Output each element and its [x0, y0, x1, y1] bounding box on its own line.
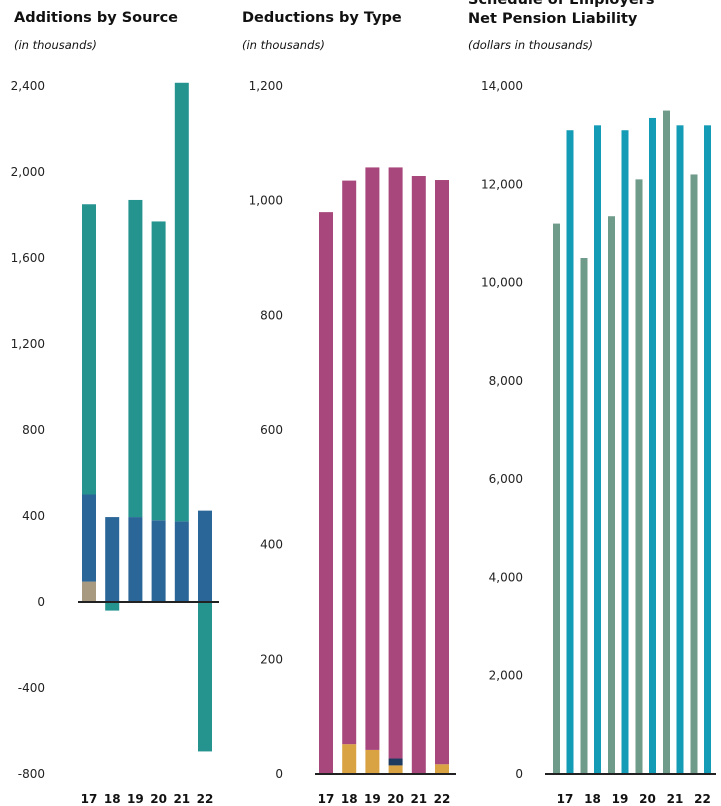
bar — [676, 125, 684, 775]
bar-segment — [82, 581, 96, 602]
y-tick-label: 0 — [515, 767, 523, 781]
y-tick-label: 10,000 — [481, 276, 523, 290]
y-tick-label: 600 — [260, 423, 283, 437]
chart-title-line: Net Pension Liability — [468, 11, 638, 27]
x-axis-categories: 17 18 19 20 21 22 — [557, 792, 711, 806]
x-category-label: 20 — [387, 792, 404, 806]
bar — [621, 130, 629, 774]
bar-segment — [365, 749, 380, 774]
chart-subtitle: (in thousands) — [242, 38, 325, 52]
chart-title: Deductions by Type — [242, 10, 402, 26]
y-tick-label: 2,400 — [11, 79, 45, 93]
y-tick-label: 800 — [260, 308, 283, 322]
bar — [580, 258, 588, 774]
chart-title-line: Schedule of Employers' — [468, 0, 659, 8]
chart-title: Schedule of Employers' Net Pension Liabil… — [468, 0, 659, 27]
bar-segment — [128, 199, 143, 518]
bar — [566, 130, 574, 774]
y-tick-label: 200 — [260, 652, 283, 666]
bar-segment — [388, 758, 403, 766]
bar-segment — [151, 520, 166, 602]
x-category-label: 20 — [150, 792, 167, 806]
x-category-label: 17 — [81, 792, 98, 806]
bar-segment — [82, 494, 96, 582]
y-tick-label: 6,000 — [489, 472, 523, 486]
chart-additions-by-source: Additions by Source (in thousands) 2,400… — [11, 10, 219, 806]
bar-segment — [198, 510, 212, 602]
y-axis-ticks: 14,000 12,000 10,000 8,000 6,000 4,000 2,000 0 — [481, 79, 523, 781]
bars — [319, 167, 449, 775]
y-tick-label: 1,200 — [11, 337, 45, 351]
x-category-label: 22 — [434, 792, 451, 806]
bar-segment — [388, 167, 403, 759]
x-category-label: 17 — [318, 792, 335, 806]
bar-segment — [365, 167, 380, 750]
bar — [608, 216, 615, 774]
y-tick-label: 8,000 — [489, 374, 523, 388]
bar — [635, 179, 643, 774]
y-tick-label: 2,000 — [11, 165, 45, 179]
bar-segment — [128, 517, 143, 602]
y-tick-label: 1,600 — [11, 251, 45, 265]
x-category-label: 21 — [410, 792, 427, 806]
x-category-label: 20 — [639, 792, 656, 806]
bar-segment — [174, 521, 189, 602]
x-category-label: 21 — [667, 792, 684, 806]
bar-segment — [319, 212, 333, 775]
x-category-label: 22 — [694, 792, 711, 806]
x-category-label: 21 — [173, 792, 190, 806]
bar-segment — [342, 744, 357, 774]
chart-subtitle: (in thousands) — [14, 38, 97, 52]
x-category-label: 18 — [584, 792, 601, 806]
bar-segment — [174, 82, 189, 522]
y-tick-label: 2,000 — [489, 669, 523, 683]
bar — [704, 125, 711, 775]
bar — [690, 174, 698, 774]
x-axis-categories: 17 18 19 20 21 22 — [81, 792, 214, 806]
y-axis-ticks: 1,200 1,000 800 600 400 200 0 — [249, 79, 283, 781]
bars — [82, 82, 212, 752]
x-category-label: 19 — [612, 792, 629, 806]
y-tick-label: 0 — [275, 767, 283, 781]
chart-net-pension-liability: Schedule of Employers' Net Pension Liabil… — [468, 0, 716, 806]
bar-segment — [105, 517, 120, 602]
y-tick-label: 12,000 — [481, 177, 523, 191]
x-category-label: 22 — [197, 792, 214, 806]
bar-segment — [342, 180, 357, 745]
y-tick-label: -800 — [18, 767, 45, 781]
bars — [553, 110, 711, 775]
y-tick-label: 4,000 — [489, 570, 523, 584]
x-category-label: 19 — [127, 792, 144, 806]
y-tick-label: 0 — [37, 595, 45, 609]
chart-deductions-by-type: Deductions by Type (in thousands) 1,2001… — [242, 10, 456, 806]
x-axis-categories: 17 18 19 20 21 22 — [318, 792, 451, 806]
bar-segment — [435, 764, 449, 774]
bar — [663, 110, 670, 775]
bar-segment — [198, 602, 212, 752]
bar — [553, 223, 560, 775]
x-category-label: 17 — [557, 792, 574, 806]
y-tick-label: 1,000 — [249, 194, 283, 208]
y-tick-label: 14,000 — [481, 79, 523, 93]
bar-segment — [105, 602, 120, 611]
x-category-label: 18 — [104, 792, 121, 806]
bar — [594, 125, 601, 775]
y-tick-label: 800 — [22, 423, 45, 437]
y-tick-label: 400 — [22, 509, 45, 523]
y-axis-ticks: 2,400 2,000 1,600 1,200 800 400 0 -400 -800 — [11, 79, 45, 781]
y-tick-label: 1,200 — [249, 79, 283, 93]
bar — [649, 117, 656, 774]
bar-segment — [151, 221, 166, 521]
y-tick-label: -400 — [18, 681, 45, 695]
x-category-label: 18 — [341, 792, 358, 806]
bar-segment — [82, 204, 96, 495]
bar-segment — [435, 180, 449, 765]
x-category-label: 19 — [364, 792, 381, 806]
bar-segment — [411, 176, 426, 775]
bar-segment — [388, 765, 403, 774]
chart-title: Additions by Source — [14, 10, 178, 26]
y-tick-label: 400 — [260, 538, 283, 552]
chart-subtitle: (dollars in thousands) — [468, 38, 593, 52]
